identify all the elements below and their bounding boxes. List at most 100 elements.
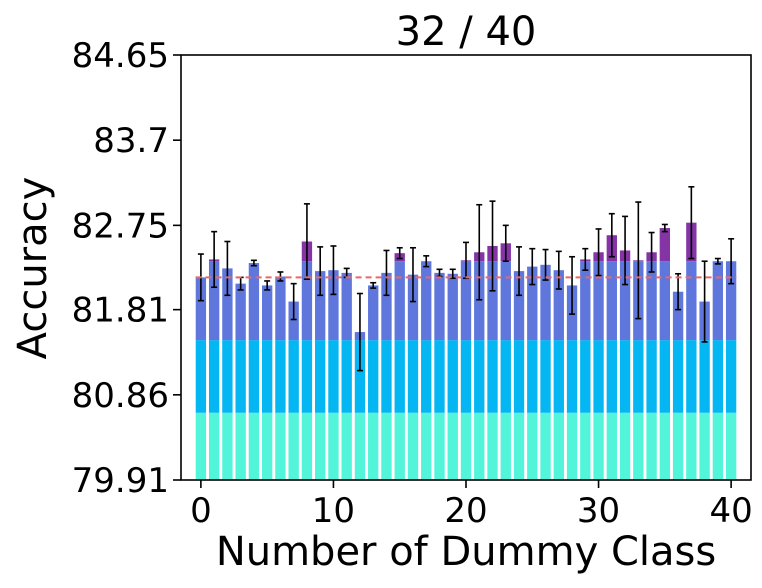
bar-segment-18-royal-blue [434, 272, 445, 341]
x-tick-label: 10 [312, 491, 355, 531]
bar-segment-11-royal-blue [341, 272, 352, 341]
bar-segment-37-deep-sky-blue [686, 340, 697, 413]
bar-segment-13-aquamarine [368, 412, 379, 480]
bar-segment-19-deep-sky-blue [447, 340, 458, 413]
bar-segment-13-royal-blue [368, 285, 379, 341]
bar-segment-27-royal-blue [553, 270, 564, 341]
bar-segment-8-aquamarine [301, 412, 313, 480]
bar-segment-21-royal-blue [474, 261, 485, 341]
bar-segment-38-aquamarine [699, 412, 710, 480]
x-axis-label: Number of Dummy Class [216, 529, 716, 575]
bar-segment-40-royal-blue [725, 261, 737, 341]
error-bar-9 [317, 246, 324, 297]
bar-segment-10-aquamarine [328, 412, 339, 480]
bar-segment-36-deep-sky-blue [672, 340, 684, 413]
bar-segment-17-royal-blue [421, 261, 432, 341]
bar-segment-20-aquamarine [460, 412, 472, 480]
bar-segment-22-aquamarine [487, 412, 498, 480]
bar-segment-11-aquamarine [341, 412, 352, 480]
bar-segment-31-aquamarine [606, 412, 617, 480]
bar-segment-14-deep-sky-blue [381, 340, 392, 413]
bar-segment-16-deep-sky-blue [407, 340, 419, 413]
bar-segment-35-deep-sky-blue [659, 340, 671, 413]
bar-segment-29-royal-blue [580, 261, 591, 341]
bar-segment-9-aquamarine [315, 412, 326, 480]
bar-segment-25-deep-sky-blue [527, 340, 538, 413]
bar-segment-24-royal-blue [513, 271, 525, 341]
bar-segment-6-aquamarine [275, 412, 286, 480]
bar-segment-24-deep-sky-blue [513, 340, 525, 413]
y-tick-label: 82.75 [72, 206, 169, 246]
bar-segment-26-deep-sky-blue [540, 340, 551, 413]
chart-title: 32 / 40 [396, 9, 537, 55]
bar-segment-34-royal-blue [646, 261, 657, 341]
x-tick-label: 40 [709, 491, 752, 531]
bar-segment-29-aquamarine [580, 412, 591, 480]
bar-segment-18-aquamarine [434, 412, 445, 480]
bar-segment-15-aquamarine [394, 412, 405, 480]
bar-segment-35-aquamarine [659, 412, 671, 480]
y-tick-label: 81.81 [72, 291, 169, 331]
bar-segment-40-deep-sky-blue [725, 340, 737, 413]
bar-segment-27-deep-sky-blue [553, 340, 564, 413]
bar-segment-15-deep-sky-blue [394, 340, 405, 413]
bar-segment-40-aquamarine [725, 412, 737, 480]
bar-segment-6-royal-blue [275, 276, 286, 341]
x-tick-label: 30 [577, 491, 620, 531]
bar-segment-9-royal-blue [315, 271, 326, 341]
bar-segment-26-aquamarine [540, 412, 551, 480]
bar-segment-15-royal-blue [394, 261, 405, 341]
error-bar-40 [728, 238, 735, 285]
error-bar-25 [529, 247, 536, 286]
error-bar-21 [476, 203, 483, 301]
bar-segment-28-aquamarine [566, 412, 578, 480]
bar-segment-13-deep-sky-blue [368, 340, 379, 413]
bar-segment-8-royal-blue [301, 261, 313, 341]
bar-segment-34-aquamarine [646, 412, 657, 480]
error-bar-33 [635, 201, 642, 320]
bar-segment-32-aquamarine [619, 412, 631, 480]
bar-segment-2-royal-blue [222, 268, 233, 341]
x-tick-label: 0 [190, 491, 212, 531]
bar-segment-27-aquamarine [553, 412, 564, 480]
bar-segment-36-aquamarine [672, 412, 684, 480]
error-bar-2 [224, 240, 231, 297]
error-bar-36 [675, 272, 682, 311]
error-bar-10 [330, 245, 337, 296]
bar-segment-7-royal-blue [288, 301, 299, 341]
error-bar-15 [396, 246, 403, 260]
error-bar-37 [688, 186, 695, 260]
error-bar-31 [608, 212, 615, 258]
bar-segment-11-deep-sky-blue [341, 340, 352, 413]
bar-segment-31-deep-sky-blue [606, 340, 617, 413]
bar-segment-32-deep-sky-blue [619, 340, 631, 413]
error-bar-22 [489, 200, 496, 292]
bar-segment-5-aquamarine [261, 412, 273, 480]
bar-segment-19-royal-blue [447, 273, 458, 341]
bar-segment-2-aquamarine [222, 412, 233, 480]
error-bar-5 [264, 280, 271, 291]
error-bar-26 [542, 248, 549, 281]
y-tick-label: 79.91 [72, 461, 169, 501]
bar-segment-17-aquamarine [421, 412, 432, 480]
bar-segment-1-royal-blue [208, 261, 220, 341]
bar-segment-16-aquamarine [407, 412, 419, 480]
x-tick-label: 20 [444, 491, 487, 531]
bar-segment-19-aquamarine [447, 412, 458, 480]
bar-segment-8-deep-sky-blue [301, 340, 313, 413]
bar-segment-12-deep-sky-blue [354, 340, 366, 413]
bar-segment-4-deep-sky-blue [248, 340, 260, 413]
bar-segment-5-royal-blue [261, 285, 273, 341]
bar-segment-25-royal-blue [527, 266, 538, 341]
bar-segment-2-deep-sky-blue [222, 340, 233, 413]
bar-segment-23-deep-sky-blue [500, 340, 511, 413]
error-bar-8 [303, 203, 310, 280]
bar-segment-36-royal-blue [672, 291, 684, 341]
bar-segment-20-royal-blue [460, 261, 472, 341]
y-tick-label: 84.65 [72, 36, 169, 76]
error-bar-34 [648, 231, 655, 273]
bar-segment-14-royal-blue [381, 272, 392, 341]
bar-segment-37-royal-blue [686, 261, 697, 341]
bar-segment-1-deep-sky-blue [208, 340, 220, 413]
bar-segment-20-deep-sky-blue [460, 340, 472, 413]
